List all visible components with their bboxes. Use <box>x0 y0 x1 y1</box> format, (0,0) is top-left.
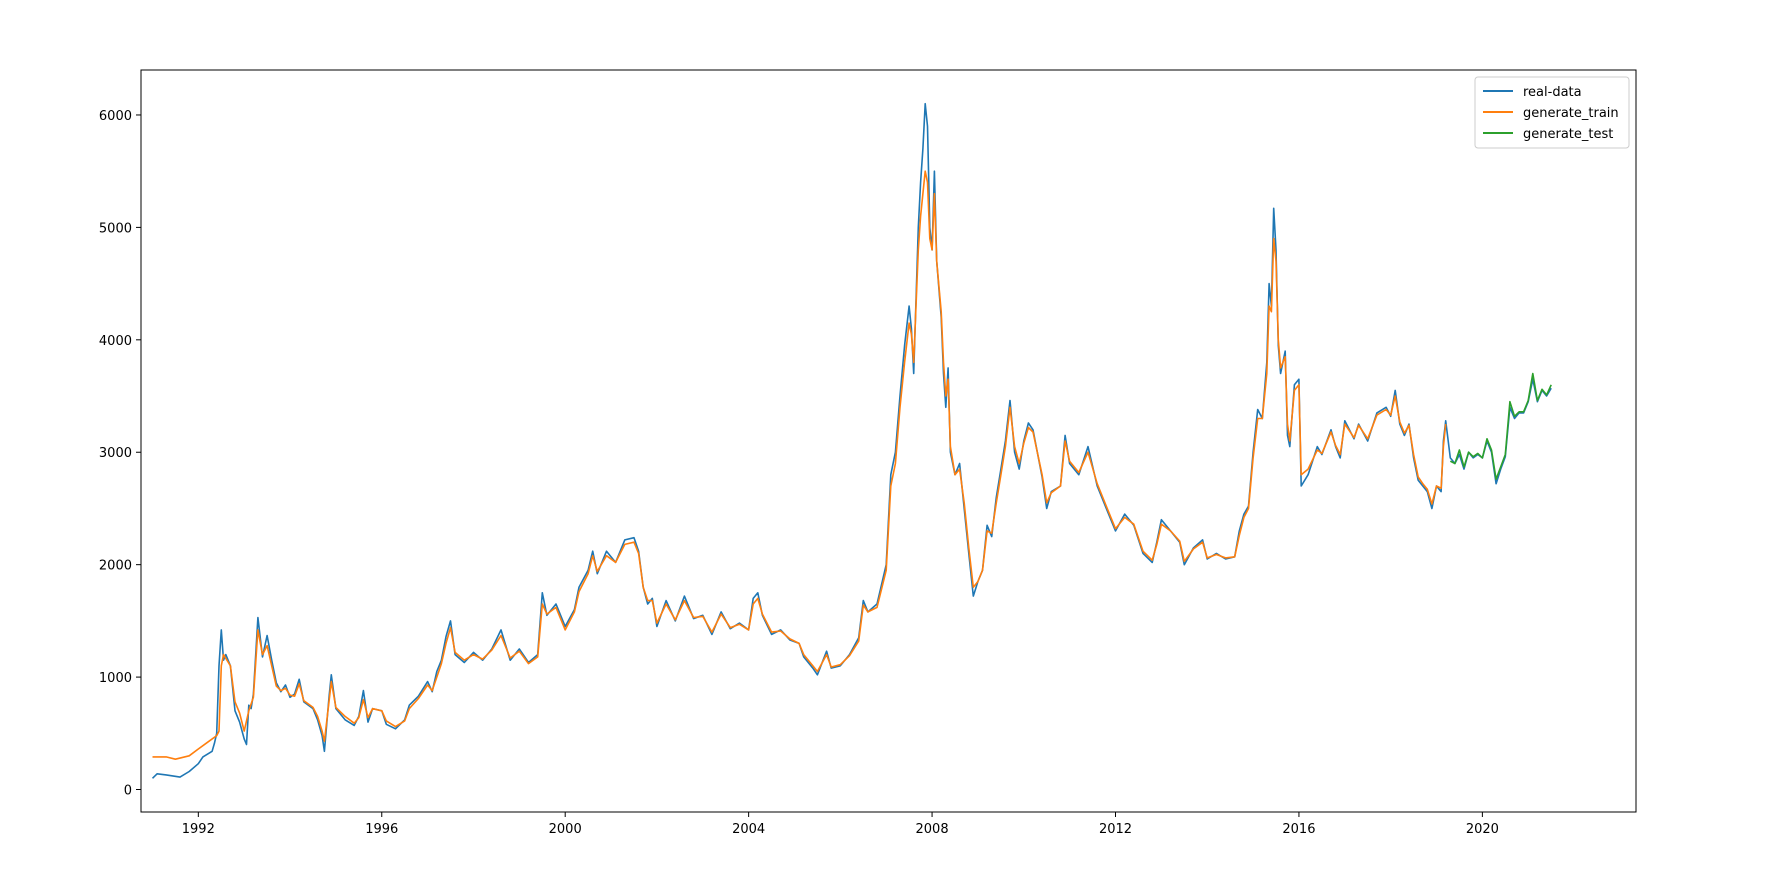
plot-frame <box>140 69 1637 813</box>
x-tick-label: 2008 <box>916 822 949 837</box>
legend-box <box>1474 76 1630 149</box>
x-tick-label: 2016 <box>1282 822 1315 837</box>
x-tick-label: 2012 <box>1099 822 1132 837</box>
series-layer <box>151 102 1552 779</box>
x-axis: 1992 1996 2000 2004 2008 2012 2016 2020 <box>182 812 1499 837</box>
series-line-generate_train <box>152 170 1447 760</box>
y-tick-label: 0 <box>124 784 132 799</box>
y-tick-label: 5000 <box>99 221 132 236</box>
y-tick-label: 4000 <box>99 334 132 349</box>
y-tick-label: 3000 <box>99 446 132 461</box>
x-tick-label: 2004 <box>732 822 765 837</box>
x-tick-label: 2020 <box>1466 822 1499 837</box>
legend-label-generate_train: generate_train <box>1523 106 1619 121</box>
x-tick-label: 2000 <box>549 822 582 837</box>
legend: real-data generate_train generate_test <box>1474 76 1630 149</box>
series-line-generate_test <box>1449 372 1552 480</box>
y-tick-label: 6000 <box>99 109 132 124</box>
y-tick-label: 2000 <box>99 559 132 574</box>
y-tick-label: 1000 <box>99 671 132 686</box>
x-tick-label: 1996 <box>365 822 398 837</box>
legend-label-generate_test: generate_test <box>1523 127 1613 142</box>
legend-label-real-data: real-data <box>1523 85 1582 100</box>
y-axis: 0 1000 2000 3000 4000 5000 6000 <box>99 109 141 799</box>
x-tick-label: 1992 <box>182 822 215 837</box>
